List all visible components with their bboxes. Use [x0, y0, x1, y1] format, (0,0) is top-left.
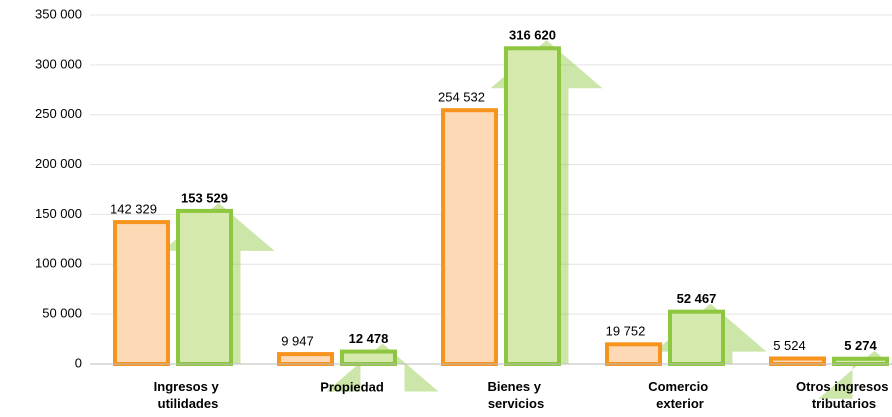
y-tick-label: 0	[75, 355, 82, 370]
x-tick-label-line: utilidades	[158, 396, 219, 411]
value-label: 9 947	[281, 334, 314, 349]
bar	[769, 356, 826, 367]
bar	[441, 108, 498, 366]
x-tick-label-line: Comercio	[648, 379, 712, 394]
value-label: 52 467	[677, 291, 717, 306]
x-tick-label-line: exterior	[656, 396, 704, 411]
x-tick-label-line: servicios	[488, 396, 544, 411]
x-tick-label-line: Ingresos y	[154, 379, 223, 394]
bar	[113, 220, 170, 366]
bar	[668, 309, 725, 366]
y-tick-label: 250 000	[35, 106, 82, 121]
x-tick-label-line: tributarios	[812, 396, 876, 411]
x-tick-label: Propiedad	[320, 379, 384, 394]
value-label: 142 329	[110, 202, 157, 217]
y-tick-label: 150 000	[35, 206, 82, 221]
bar	[176, 208, 233, 366]
y-tick-label: 200 000	[35, 156, 82, 171]
y-tick-label: 350 000	[35, 6, 82, 21]
bar	[340, 349, 397, 366]
bar	[832, 356, 889, 366]
bar	[504, 46, 561, 366]
value-label: 5 274	[844, 338, 877, 353]
value-label: 254 532	[438, 90, 485, 105]
bar	[277, 352, 334, 367]
x-tick-label: Otros ingresos tributarios	[796, 379, 892, 411]
value-label: 5 524	[773, 338, 806, 353]
x-tick-label-line: Bienes y	[487, 379, 544, 394]
x-tick-label: Ingresos y utilidades	[154, 379, 223, 411]
value-label: 19 752	[606, 324, 646, 339]
x-tick-label: Comercio exterior	[648, 379, 712, 411]
y-tick-label: 50 000	[42, 306, 82, 321]
value-label: 12 478	[349, 331, 389, 346]
arrow-decoration	[326, 343, 439, 392]
y-tick-label: 300 000	[35, 56, 82, 71]
value-label: 316 620	[509, 28, 556, 43]
x-tick-label: Bienes y servicios	[487, 379, 544, 411]
value-label: 153 529	[181, 190, 228, 205]
bar	[605, 342, 662, 367]
y-tick-label: 100 000	[35, 256, 82, 271]
x-tick-label-line: Otros ingresos	[796, 379, 892, 394]
